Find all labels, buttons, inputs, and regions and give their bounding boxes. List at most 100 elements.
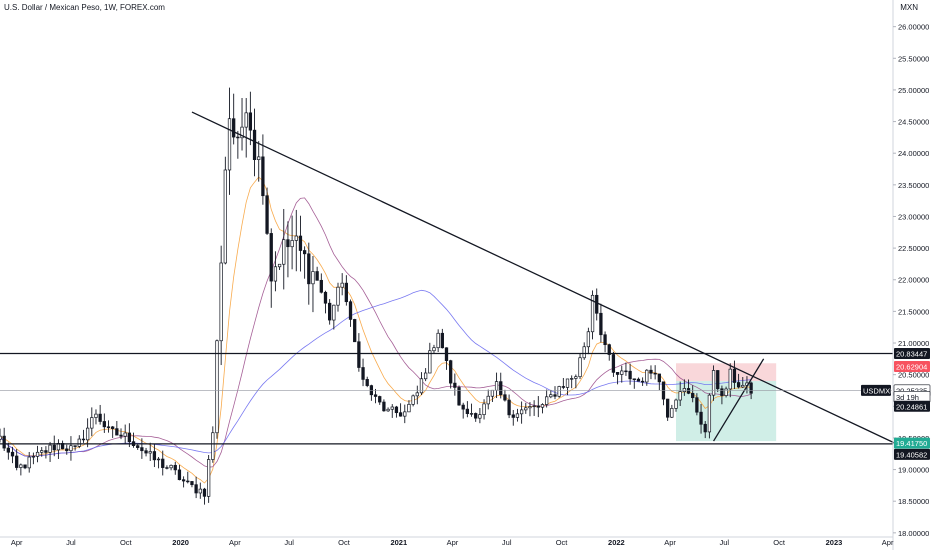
candle: [595, 288, 599, 321]
candle-body: [599, 312, 603, 336]
candle: [194, 476, 198, 499]
candle-body: [515, 413, 520, 418]
price-label-box: [894, 437, 930, 449]
candle-body: [720, 388, 724, 396]
candle: [269, 228, 273, 308]
candle-body: [615, 372, 620, 375]
candle-body: [207, 459, 211, 497]
candle: [428, 342, 432, 374]
candle: [728, 363, 732, 398]
price-label-box: [861, 384, 891, 396]
candle: [286, 221, 290, 278]
candle: [378, 395, 382, 405]
candle: [140, 438, 144, 459]
candle: [252, 108, 257, 177]
candle: [453, 373, 457, 396]
trendline: [713, 358, 765, 442]
candle-body: [507, 399, 511, 416]
candle: [607, 343, 611, 361]
candle: [691, 385, 695, 403]
candle-body: [2, 435, 6, 449]
candle-body: [582, 346, 586, 359]
candle-body: [257, 156, 261, 161]
time-tick-label: Oct: [338, 538, 351, 547]
candle-body: [332, 304, 336, 321]
candle: [298, 215, 303, 272]
candle: [211, 426, 215, 463]
candle: [0, 428, 2, 443]
candle-body: [524, 407, 528, 411]
candle: [302, 246, 307, 279]
candle-body: [561, 386, 565, 388]
candle: [561, 377, 565, 390]
candle: [615, 372, 620, 385]
candle: [98, 404, 102, 425]
candle: [202, 487, 207, 505]
candle: [40, 447, 44, 457]
candle-body: [35, 451, 40, 457]
candle-body: [707, 394, 712, 433]
candle: [69, 436, 73, 461]
candle-body: [724, 388, 728, 396]
time-tick-label: Jul: [284, 538, 294, 547]
candle-body: [532, 405, 536, 408]
price-tick-label: 25.00000: [898, 86, 929, 95]
candle-body: [398, 412, 403, 417]
candle: [307, 242, 311, 305]
candle: [553, 386, 557, 400]
candle-body: [666, 398, 670, 418]
time-tick-label: Apr: [447, 538, 459, 547]
candle: [645, 369, 649, 386]
candle: [657, 373, 661, 391]
time-tick-label: Jul: [502, 538, 512, 547]
price-tick-label: 18.00000: [898, 529, 929, 538]
time-tick-label: Oct: [773, 538, 786, 547]
candle-body: [499, 381, 503, 396]
price-label-level: 19.40582: [894, 448, 930, 460]
candle: [257, 141, 261, 182]
candle-body: [23, 464, 27, 469]
candle: [578, 353, 582, 379]
price-label-box: [894, 400, 930, 412]
price-label-text: 20.62904: [896, 362, 927, 371]
candle: [73, 445, 77, 451]
candle-body: [728, 368, 732, 390]
candle: [277, 263, 282, 270]
candle-body: [311, 271, 315, 285]
candle: [361, 358, 365, 387]
time-tick-label: 2020: [172, 538, 189, 547]
candle: [707, 393, 712, 439]
candle: [461, 402, 465, 419]
position-zones: [676, 363, 777, 442]
candle-body: [732, 368, 737, 383]
candle: [716, 370, 720, 393]
candle: [440, 328, 444, 349]
candle: [699, 404, 703, 434]
candle-body: [77, 438, 81, 447]
candle-body: [277, 263, 282, 268]
candle: [666, 398, 670, 421]
candle-body: [653, 372, 657, 375]
candle-body: [52, 444, 56, 451]
candle: [353, 318, 357, 343]
candle-body: [298, 235, 303, 251]
candle: [599, 303, 603, 343]
candle: [52, 435, 56, 457]
candle-body: [127, 432, 132, 443]
candle: [582, 342, 586, 360]
candle-body: [678, 391, 682, 401]
candle-body: [373, 394, 378, 397]
candle-body: [73, 445, 77, 447]
candle-body: [528, 406, 532, 409]
price-axis: 18.0000018.5000019.0000019.5000020.00000…: [892, 0, 929, 550]
candle: [741, 377, 745, 389]
candle: [736, 373, 741, 389]
time-tick-label: Apr: [882, 538, 894, 547]
candle-body: [173, 464, 177, 471]
candle: [35, 445, 40, 463]
candle-body: [198, 488, 202, 494]
candle: [111, 425, 115, 438]
